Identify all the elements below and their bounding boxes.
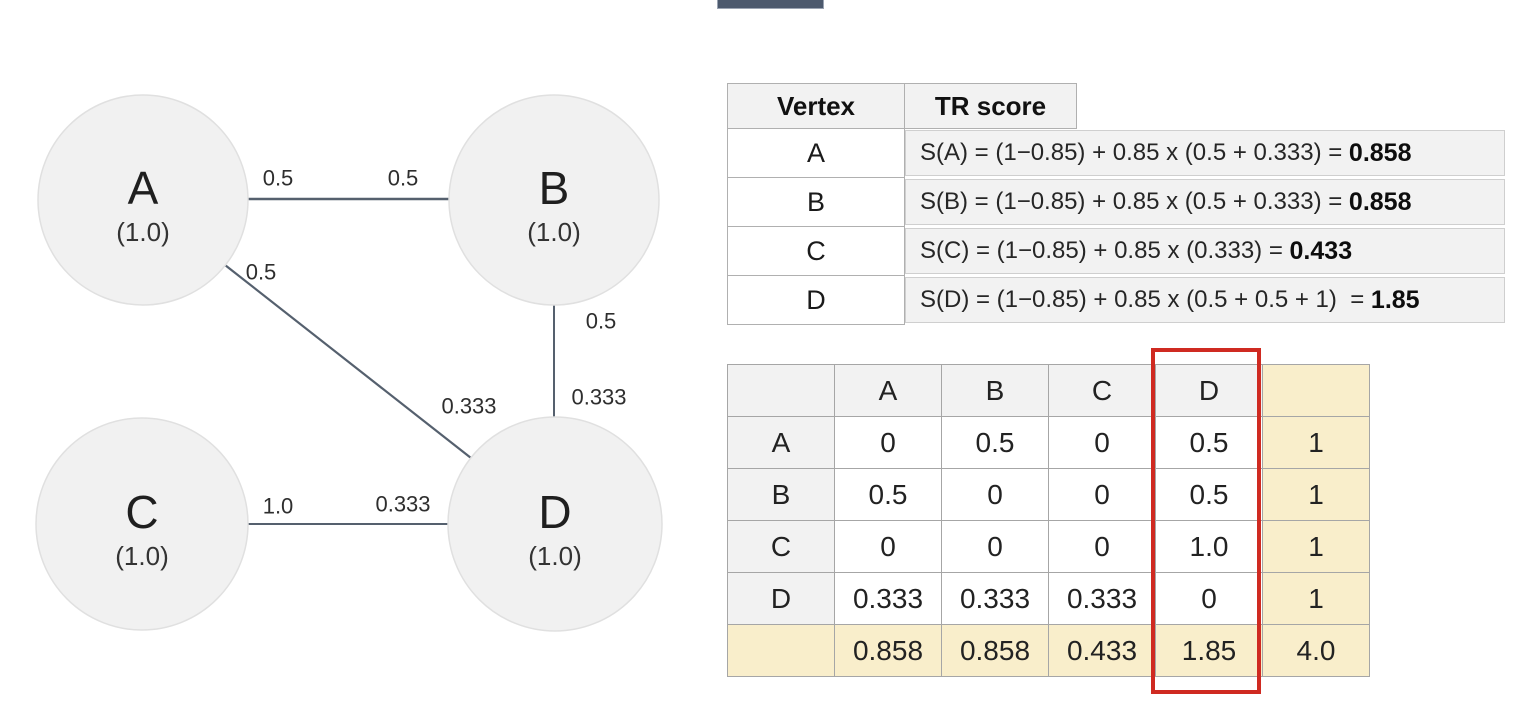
matrix-cell: 0 (834, 520, 942, 573)
score-table-body: A S(A) = (1−0.85) + 0.85 x (0.5 + 0.333) … (727, 128, 1505, 325)
matrix-cell: 0.5 (1155, 468, 1263, 521)
matrix-footer-row: 0.858 0.858 0.433 1.85 4.0 (727, 624, 1370, 677)
score-table-header-vertex: Vertex (727, 83, 905, 129)
matrix-cell: 0.5 (1155, 416, 1263, 469)
column-sum-cell: 0.858 (834, 624, 942, 677)
edge-weight-label: 0.333 (375, 492, 430, 517)
score-table-header-row: Vertex TR score (727, 83, 1505, 129)
vertex-cell: C (727, 226, 905, 276)
node-weight: (1.0) (527, 217, 580, 247)
vertex-cell: D (727, 275, 905, 325)
edge-weight-label: 0.5 (388, 166, 419, 191)
matrix-row-C: C 0 0 0 1.0 1 (727, 520, 1370, 573)
matrix-cell: 0 (834, 416, 942, 469)
matrix-col-header-A: A (834, 364, 942, 417)
row-sum-cell: 1 (1262, 416, 1370, 469)
edge-weight-label: 0.5 (246, 260, 277, 285)
column-sum-cell: 0.858 (941, 624, 1049, 677)
formula-expression: S(D) = (1−0.85) + 0.85 x (0.5 + 0.5 + 1)… (920, 286, 1371, 313)
matrix-row-B: B 0.5 0 0 0.5 1 (727, 468, 1370, 521)
formula-cell: S(D) = (1−0.85) + 0.85 x (0.5 + 0.5 + 1)… (905, 277, 1505, 323)
footer-corner-cell (727, 624, 835, 677)
formula-result: 0.858 (1348, 187, 1412, 216)
node-circle (447, 416, 663, 632)
node-weight: (1.0) (116, 217, 169, 247)
matrix-cell: 0 (1048, 416, 1156, 469)
column-sum-cell: 1.85 (1155, 624, 1263, 677)
formula-cell: S(A) = (1−0.85) + 0.85 x (0.5 + 0.333) =… (905, 130, 1505, 176)
vertex-cell: A (727, 128, 905, 178)
matrix-cell: 0.333 (941, 572, 1049, 625)
matrix-cell: 0 (941, 520, 1049, 573)
node-circle (448, 94, 660, 306)
graph-canvas: A(1.0)B(1.0)C(1.0)D(1.0)0.5 0.50.50.50.33… (35, 94, 663, 632)
node-weight: (1.0) (115, 541, 168, 571)
matrix-cell: 0 (1048, 520, 1156, 573)
matrix-cell: 0 (1155, 572, 1263, 625)
edge-weight-label: 0.5 (586, 309, 617, 334)
formula-result: 0.858 (1348, 138, 1412, 167)
row-sum-cell: 1 (1262, 520, 1370, 573)
column-sum-cell: 0.433 (1048, 624, 1156, 677)
edge-weight-label: 1.0 (263, 494, 294, 519)
formula-expression: S(A) = (1−0.85) + 0.85 x (0.5 + 0.333) = (920, 139, 1349, 166)
formula-result: 0.433 (1289, 236, 1353, 265)
matrix-cell: 0.5 (941, 416, 1049, 469)
formula-expression: S(C) = (1−0.85) + 0.85 x (0.333) = (920, 237, 1290, 264)
matrix-cell: 0.333 (834, 572, 942, 625)
score-table-row-A: A S(A) = (1−0.85) + 0.85 x (0.5 + 0.333) … (727, 128, 1505, 178)
matrix-corner-cell (727, 364, 835, 417)
top-accent-bar (717, 0, 824, 9)
adjacency-matrix-table: A B C D A 0 0.5 0 0.5 1 B 0.5 0 0 0.5 1 C 0 0 0 1.0 1 D 0.333 0.… (727, 364, 1370, 677)
node-label: B (539, 162, 570, 214)
matrix-row-D: D 0.333 0.333 0.333 0 1 (727, 572, 1370, 625)
edge-line-A-D (224, 264, 472, 459)
tr-score-table: Vertex TR score A S(A) = (1−0.85) + 0.85 … (727, 83, 1505, 325)
node-label: A (128, 162, 159, 214)
column-sum-cell: 4.0 (1262, 624, 1370, 677)
formula-cell: S(C) = (1−0.85) + 0.85 x (0.333) = 0.433 (905, 228, 1505, 274)
matrix-cell: 0 (1048, 468, 1156, 521)
matrix-cell: 1.0 (1155, 520, 1263, 573)
node-circle (37, 94, 249, 306)
node-label: C (125, 486, 158, 538)
matrix-col-header-C: C (1048, 364, 1156, 417)
matrix-row-header-C: C (727, 520, 835, 573)
matrix-row-header-D: D (727, 572, 835, 625)
matrix-cell: 0 (941, 468, 1049, 521)
matrix-corner-cell (1262, 364, 1370, 417)
node-label: D (538, 486, 571, 538)
matrix-row-header-B: B (727, 468, 835, 521)
row-sum-cell: 1 (1262, 468, 1370, 521)
vertex-cell: B (727, 177, 905, 227)
score-table-row-C: C S(C) = (1−0.85) + 0.85 x (0.333) = 0.43… (727, 226, 1505, 276)
row-sum-cell: 1 (1262, 572, 1370, 625)
matrix-cell: 0.333 (1048, 572, 1156, 625)
graph-node-A: A(1.0) (37, 94, 249, 306)
score-table-row-B: B S(B) = (1−0.85) + 0.85 x (0.5 + 0.333) … (727, 177, 1505, 227)
formula-cell: S(B) = (1−0.85) + 0.85 x (0.5 + 0.333) =… (905, 179, 1505, 225)
matrix-row-A: A 0 0.5 0 0.5 1 (727, 416, 1370, 469)
node-circle (35, 417, 249, 631)
score-table-header-score: TR score (904, 83, 1077, 129)
edge-weight-label: 0.5 (263, 166, 294, 191)
node-weight: (1.0) (528, 541, 581, 571)
matrix-row-header-A: A (727, 416, 835, 469)
edge-weight-label: 0.333 (441, 394, 496, 419)
formula-result: 1.85 (1370, 285, 1420, 314)
formula-expression: S(B) = (1−0.85) + 0.85 x (0.5 + 0.333) = (920, 188, 1349, 215)
graph-node-C: C(1.0) (35, 417, 249, 631)
matrix-col-header-D: D (1155, 364, 1263, 417)
graph-node-B: B(1.0) (448, 94, 660, 306)
score-table-row-D: D S(D) = (1−0.85) + 0.85 x (0.5 + 0.5 + 1… (727, 275, 1505, 325)
edge-weight-label: 0.333 (571, 385, 626, 410)
matrix-cell: 0.5 (834, 468, 942, 521)
matrix-col-header-B: B (941, 364, 1049, 417)
graph-node-D: D(1.0) (447, 416, 663, 632)
